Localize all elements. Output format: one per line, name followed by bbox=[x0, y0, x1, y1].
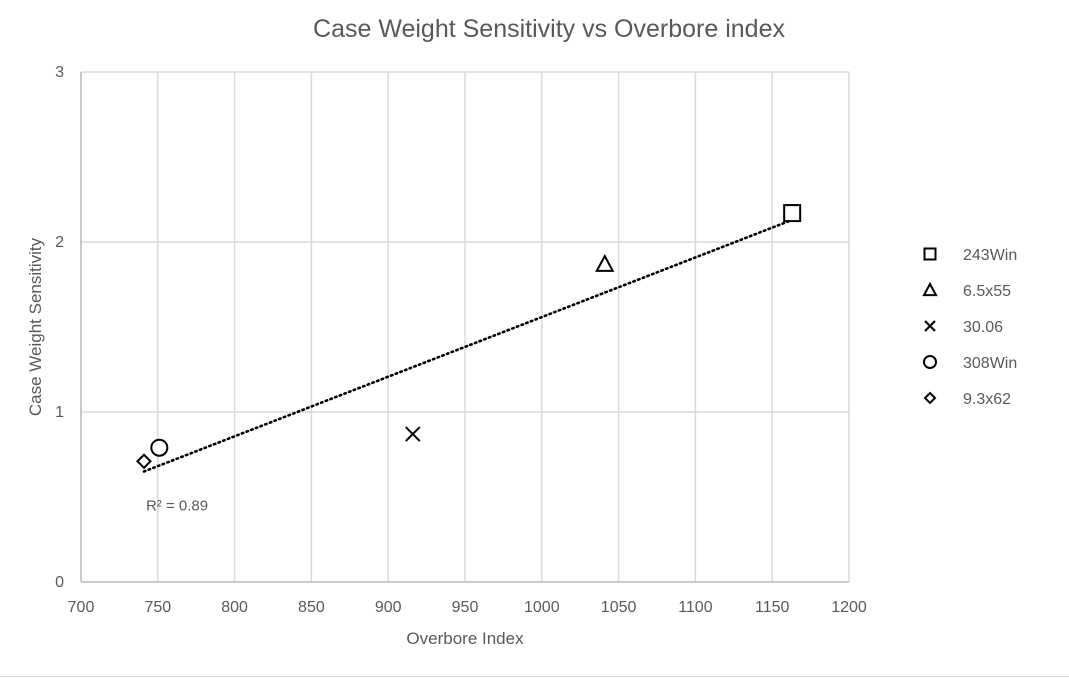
x-axis-title: Overbore Index bbox=[406, 629, 524, 648]
y-tick-label: 3 bbox=[55, 64, 64, 81]
bottom-divider bbox=[0, 676, 1069, 677]
legend-marker bbox=[924, 320, 936, 332]
legend-item: 6.5x55 bbox=[922, 281, 1011, 300]
x-tick-label: 700 bbox=[68, 599, 95, 616]
trendline-r-squared-label: R² = 0.89 bbox=[146, 498, 208, 515]
data-point-30-06 bbox=[405, 426, 421, 442]
y-tick-label: 0 bbox=[55, 574, 64, 591]
x-tick-label: 1200 bbox=[831, 599, 867, 616]
trendline bbox=[142, 218, 794, 473]
x-tick-label: 1100 bbox=[678, 599, 713, 616]
y-tick-label: 1 bbox=[55, 404, 64, 421]
data-point-9-3x62 bbox=[136, 453, 152, 470]
y-axis-title: Case Weight Sensitivity bbox=[26, 237, 45, 416]
legend-label: 308Win bbox=[963, 355, 1017, 372]
legend-label: 30.06 bbox=[963, 319, 1003, 336]
x-tick-label: 800 bbox=[221, 599, 248, 616]
legend: 243Win 6.5x55 30.06 308Win 9.3x62 bbox=[922, 247, 1017, 408]
axes bbox=[80, 72, 849, 583]
legend-item: 243Win bbox=[923, 247, 1017, 264]
tick-labels: 700 750 800 850 900 950 1000 1050 1100 1150 1200 0 1… bbox=[55, 64, 867, 616]
x-tick-label: 1050 bbox=[601, 599, 637, 616]
data-point-6-5x55 bbox=[595, 253, 615, 272]
data-point-243win bbox=[783, 204, 802, 223]
legend-marker bbox=[923, 391, 937, 405]
legend-item: 30.06 bbox=[924, 319, 1003, 336]
y-tick-label: 2 bbox=[55, 234, 64, 251]
x-tick-label: 1150 bbox=[755, 599, 790, 616]
x-tick-label: 850 bbox=[298, 599, 325, 616]
legend-marker bbox=[922, 281, 938, 297]
legend-label: 243Win bbox=[963, 247, 1017, 264]
chart-title: Case Weight Sensitivity vs Overbore inde… bbox=[313, 15, 785, 43]
x-tick-label: 1000 bbox=[524, 599, 560, 616]
x-tick-label: 750 bbox=[144, 599, 171, 616]
trendline-group: R² = 0.89 bbox=[142, 218, 794, 515]
x-tick-label: 900 bbox=[375, 599, 402, 616]
legend-marker bbox=[923, 247, 937, 261]
legend-item: 9.3x62 bbox=[923, 391, 1011, 408]
legend-item: 308Win bbox=[923, 355, 1017, 372]
x-tick-label: 950 bbox=[452, 599, 479, 616]
legend-label: 6.5x55 bbox=[963, 283, 1011, 300]
data-point-308win bbox=[150, 438, 169, 457]
legend-label: 9.3x62 bbox=[963, 391, 1011, 408]
legend-marker bbox=[923, 355, 937, 369]
data-points bbox=[136, 204, 802, 470]
